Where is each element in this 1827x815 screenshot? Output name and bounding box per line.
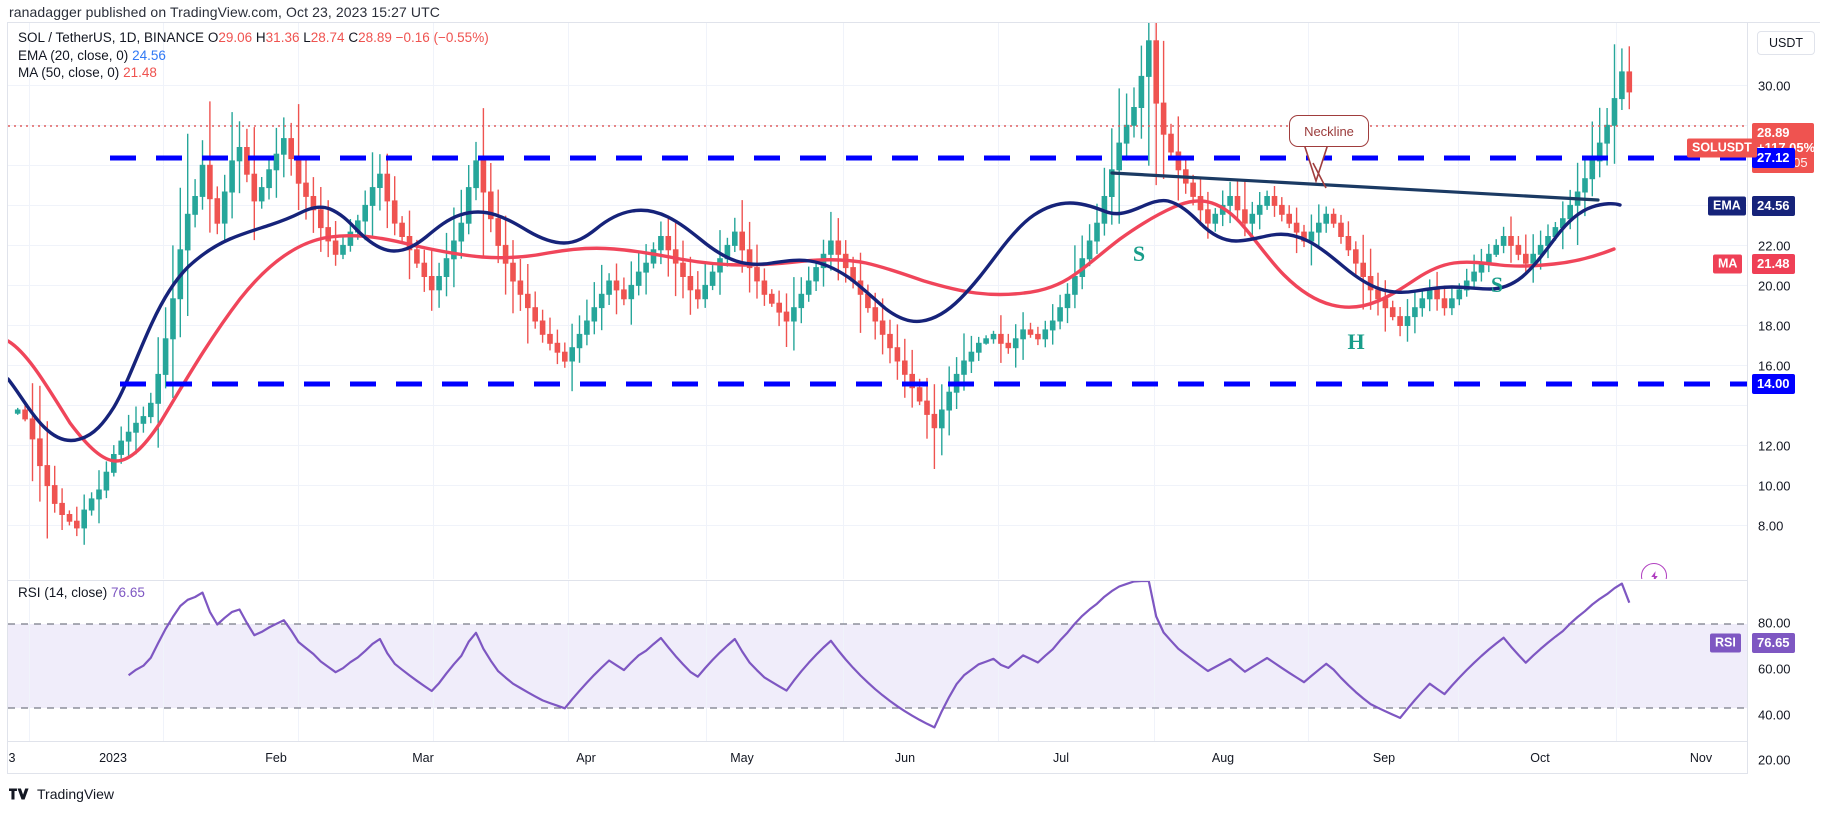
legend-low-value: 28.74 (310, 30, 345, 45)
legend-high-value: 31.36 (265, 30, 300, 45)
legend-ema-label: EMA (20, close, 0) (18, 47, 129, 63)
ma-tag[interactable]: MA (1713, 254, 1743, 274)
last-price-value: 28.89 (1757, 125, 1790, 140)
neckline-callout-tail (1302, 143, 1330, 184)
ma-price-badge[interactable]: 21.48 (1752, 254, 1795, 274)
ema-tag[interactable]: EMA (1708, 196, 1746, 216)
rsi-band (8, 624, 1747, 708)
legend-ma-value: 21.48 (123, 65, 157, 80)
neckline-callout-label: Neckline (1304, 123, 1354, 139)
time-label-10: Oct (1530, 751, 1550, 765)
time-label-5: May (730, 751, 754, 765)
price-axis[interactable]: USDT 30.00 26.00 24.00 22.00 20.00 18.00… (1747, 23, 1821, 774)
rsi-tick-40: 40.00 (1758, 707, 1791, 723)
legend-row-ema: EMA (20, close, 0) 24.56 (18, 47, 489, 65)
legend-ema-value: 24.56 (132, 47, 166, 63)
time-label-6: Jun (894, 751, 916, 765)
rsi-plot (8, 581, 1747, 741)
time-axis[interactable]: 3 2023 Feb Mar Apr May Jun Jul Aug Sep O… (8, 741, 1747, 775)
rsi-line (127, 581, 1631, 729)
publisher-byline: ranadagger published on TradingView.com,… (9, 4, 440, 20)
legend-change: −0.16 (−0.55%) (395, 30, 489, 45)
time-label-3: Mar (412, 751, 434, 765)
price-tick-20: 20.00 (1758, 278, 1791, 294)
time-label-11: Nov (1689, 751, 1713, 765)
legend-ma-label: MA (50, close, 0) (18, 65, 120, 80)
neckline-callout-pointer (1312, 162, 1327, 189)
legend-close-value: 28.89 (358, 30, 392, 45)
time-label-0: 3 (8, 751, 16, 765)
time-label-2: Feb (265, 751, 287, 765)
ema20-line (8, 198, 1622, 443)
time-label-9: Sep (1372, 751, 1396, 765)
price-tick-8: 8.00 (1758, 518, 1784, 534)
resistance-price-badge[interactable]: 27.12 (1752, 148, 1795, 168)
candlestick-series (14, 23, 1633, 545)
footer: TradingView (9, 786, 114, 802)
time-label-4: Apr (576, 751, 596, 765)
time-label-7: Jul (1053, 751, 1069, 765)
tradingview-logo-icon (9, 788, 29, 800)
legend-close-label: C (348, 30, 359, 45)
symbol-tag[interactable]: SOLUSDT (1687, 138, 1757, 158)
legend-open-value: 29.06 (218, 30, 253, 45)
ma50-line (8, 199, 1616, 463)
price-tick-18: 18.00 (1758, 318, 1791, 334)
price-tick-10: 10.00 (1758, 478, 1791, 494)
time-label-8: Aug (1211, 751, 1235, 765)
rsi-tick-60: 60.00 (1758, 661, 1791, 677)
price-legend: SOL / TetherUS, 1D, BINANCE O29.06 H31.3… (18, 29, 489, 82)
tradingview-brand: TradingView (37, 786, 115, 802)
chart-frame: SOL / TetherUS, 1D, BINANCE O29.06 H31.3… (7, 22, 1821, 775)
legend-open-label: O (207, 30, 219, 45)
price-tick-12: 12.00 (1758, 438, 1791, 454)
rsi-legend-value: 76.65 (111, 585, 145, 600)
support-price-badge[interactable]: 14.00 (1752, 374, 1795, 394)
time-label-1: 2023 (99, 751, 127, 765)
legend-row-ma: MA (50, close, 0) 21.48 (18, 64, 489, 82)
legend-high-label: H (255, 30, 266, 45)
price-plot (8, 23, 1747, 579)
price-pane[interactable]: SOL / TetherUS, 1D, BINANCE O29.06 H31.3… (8, 23, 1747, 579)
legend-symbol: SOL / TetherUS, 1D, BINANCE (18, 30, 205, 45)
legend-row-symbol: SOL / TetherUS, 1D, BINANCE O29.06 H31.3… (18, 29, 489, 47)
rsi-tick-20: 20.00 (1758, 752, 1791, 768)
neckline-trendline (1110, 171, 1600, 202)
rsi-price-badge[interactable]: 76.65 (1752, 633, 1795, 653)
price-tick-30: 30.00 (1758, 78, 1791, 94)
rsi-legend-label: RSI (14, close) (18, 585, 108, 600)
head-marker: H (1347, 329, 1365, 354)
neckline-callout[interactable]: Neckline (1289, 115, 1369, 147)
rsi-pane[interactable]: RSI (14, close) 76.65 (8, 580, 1747, 741)
right-shoulder-marker: S (1490, 272, 1504, 297)
ema-price-badge[interactable]: 24.56 (1752, 196, 1795, 216)
rsi-tag[interactable]: RSI (1710, 633, 1741, 653)
price-tick-16: 16.00 (1758, 358, 1791, 374)
rsi-legend: RSI (14, close) 76.65 (18, 585, 145, 600)
price-tick-22: 22.00 (1758, 238, 1791, 254)
currency-unit[interactable]: USDT (1757, 31, 1815, 55)
left-shoulder-marker: S (1132, 241, 1146, 266)
rsi-tick-80: 80.00 (1758, 615, 1791, 631)
legend-low-label: L (303, 30, 311, 45)
